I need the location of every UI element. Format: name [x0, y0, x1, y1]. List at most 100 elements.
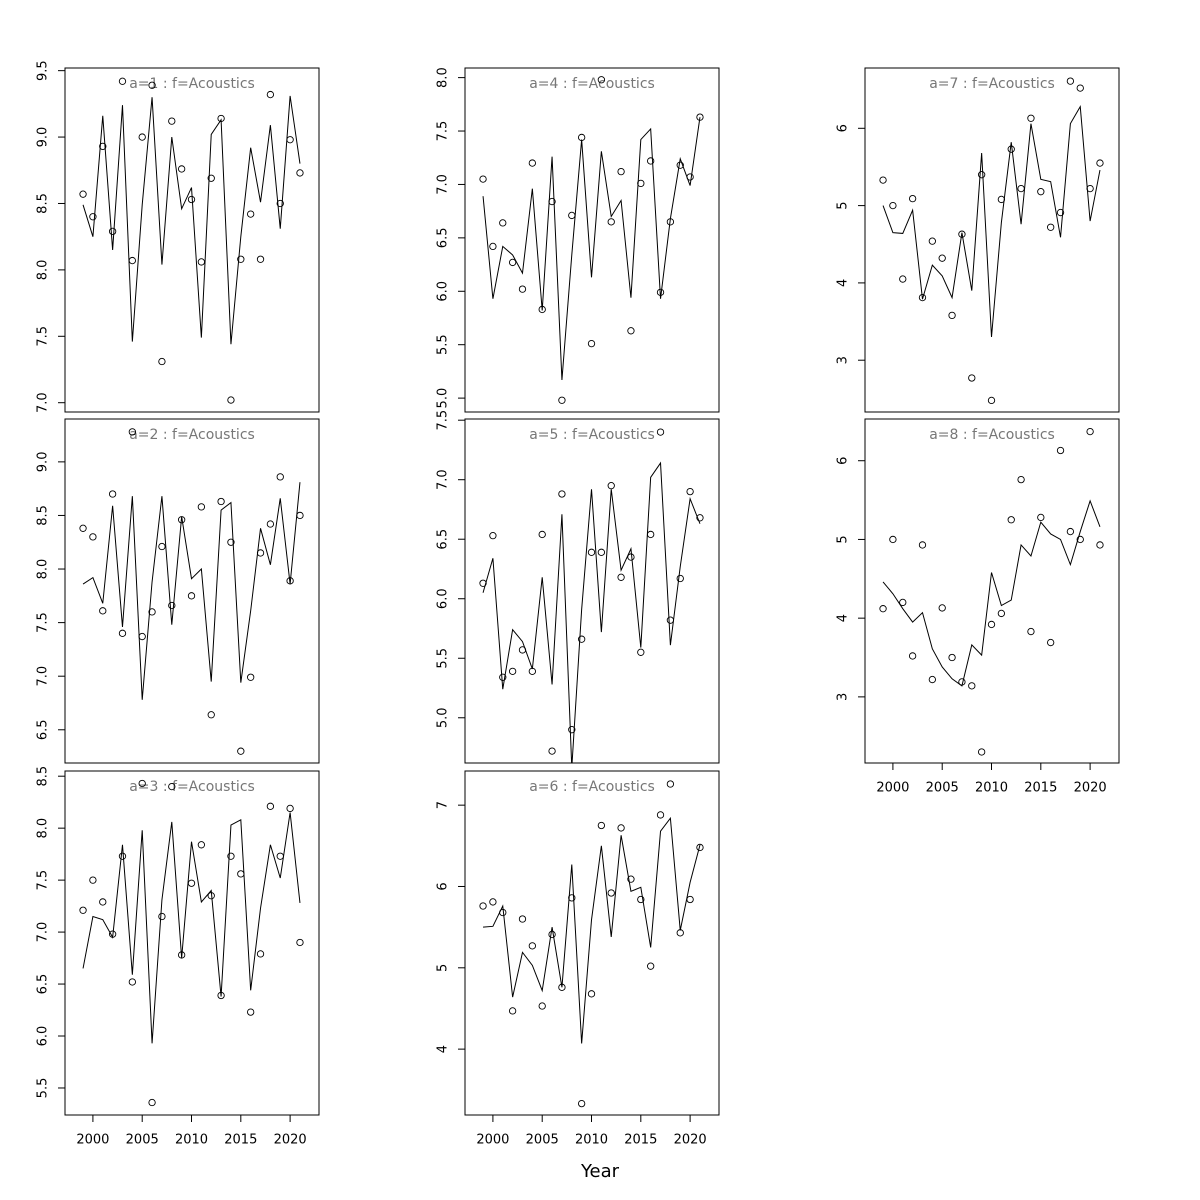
- y-tick-label: 7.5: [36, 326, 51, 347]
- data-point: [1027, 114, 1035, 122]
- data-point: [489, 898, 497, 906]
- panel-title: a=3 : f=Acoustics: [129, 779, 255, 795]
- data-point: [587, 548, 596, 556]
- fit-line: [482, 117, 701, 380]
- y-tick-label: 7.0: [36, 922, 51, 943]
- data-point: [168, 601, 176, 610]
- data-point: [686, 487, 694, 496]
- data-point: [948, 311, 956, 320]
- y-tick-label: 9.5: [36, 60, 51, 81]
- y-tick-label: 6.0: [436, 281, 451, 302]
- data-point: [938, 604, 946, 612]
- y-tick-label: 5: [836, 535, 851, 543]
- data-point: [158, 542, 166, 551]
- y-tick-label: 8.5: [36, 766, 51, 787]
- data-point: [587, 339, 596, 348]
- x-tick-label: 2010: [175, 1133, 208, 1148]
- data-point: [918, 541, 927, 549]
- data-point: [187, 195, 196, 204]
- y-tick-label: 8.0: [436, 67, 451, 88]
- data-point: [217, 497, 225, 506]
- panel: a=8 : f=Acoustics 3 4 5 6 2000 2005 2010 2015 202…: [836, 418, 1120, 796]
- panel: a=5 : f=Acoustics 5.0 5.5 6.0 6.5 7.0 7.5: [436, 410, 720, 764]
- data-point: [79, 190, 87, 198]
- data-point: [79, 524, 87, 532]
- y-tick-label: 7.5: [36, 870, 51, 891]
- data-point: [207, 174, 215, 182]
- data-point: [1027, 627, 1035, 636]
- y-tick-label: 7.5: [436, 121, 451, 142]
- data-point: [148, 81, 156, 89]
- data-point: [528, 942, 536, 950]
- y-tick-label: 6.0: [436, 588, 451, 609]
- fit-line: [82, 812, 301, 1044]
- y-tick-label: 5: [836, 201, 851, 209]
- data-point: [597, 76, 606, 84]
- data-point: [597, 548, 606, 556]
- y-tick-label: 5.5: [436, 334, 451, 355]
- y-tick-label: 5: [436, 964, 451, 972]
- panel-title: a=7 : f=Acoustics: [929, 76, 1055, 92]
- data-point: [1056, 208, 1065, 217]
- data-point: [148, 1098, 156, 1107]
- data-point: [627, 875, 635, 883]
- y-tick-label: 6.5: [36, 974, 51, 995]
- y-tick-label: 6.5: [436, 529, 451, 550]
- data-point: [1037, 188, 1045, 196]
- data-point: [227, 852, 235, 860]
- y-tick-label: 5.5: [436, 648, 451, 669]
- y-tick-label: 4: [836, 279, 851, 287]
- data-point: [1076, 84, 1084, 92]
- y-tick-label: 7.5: [36, 612, 51, 633]
- data-point: [99, 607, 107, 615]
- data-point: [928, 675, 936, 684]
- data-point: [597, 821, 606, 830]
- y-tick-label: 7.0: [36, 392, 51, 413]
- panel-frame: [64, 418, 320, 764]
- data-point: [879, 605, 887, 613]
- data-point: [148, 608, 156, 616]
- y-tick-label: 4: [436, 1045, 451, 1053]
- data-point: [276, 473, 284, 481]
- data-point: [479, 175, 487, 183]
- panel: a=4 : f=Acoustics 5.0 5.5 6.0 6.5 7.0 7.5 8.0: [436, 67, 720, 413]
- data-point: [158, 357, 166, 366]
- data-point: [577, 635, 586, 643]
- x-tick-label: 2000: [876, 781, 909, 796]
- data-point: [997, 609, 1006, 618]
- x-tick-label: 2005: [126, 1133, 159, 1148]
- data-point: [499, 673, 507, 681]
- data-point: [696, 514, 704, 522]
- data-point: [118, 77, 127, 85]
- data-point: [538, 530, 546, 539]
- data-point: [266, 802, 275, 810]
- data-point: [617, 824, 625, 832]
- data-point: [637, 895, 645, 904]
- data-point: [1037, 513, 1045, 522]
- y-tick-label: 7.0: [436, 174, 451, 195]
- y-tick-label: 4: [836, 614, 851, 622]
- data-point: [899, 275, 907, 283]
- data-point: [518, 915, 527, 923]
- y-tick-label: 6: [836, 457, 851, 465]
- y-tick-label: 7: [436, 801, 451, 809]
- data-point: [89, 876, 97, 884]
- y-tick-label: 9.0: [36, 127, 51, 148]
- fit-line: [882, 499, 1101, 687]
- data-point: [607, 889, 615, 897]
- y-tick-label: 6.0: [36, 1026, 51, 1047]
- x-tick-label: 2005: [526, 1133, 559, 1148]
- data-point: [177, 165, 186, 173]
- data-point: [227, 396, 235, 404]
- y-tick-label: 3: [836, 693, 851, 701]
- x-tick-label: 2020: [274, 1133, 307, 1148]
- fit-line: [482, 461, 701, 763]
- data-point: [197, 503, 206, 511]
- data-point: [977, 748, 986, 756]
- y-tick-label: 7.0: [36, 666, 51, 687]
- y-tick-label: 7.0: [436, 469, 451, 490]
- panel-title: a=1 : f=Acoustics: [129, 76, 255, 92]
- data-point: [489, 532, 497, 540]
